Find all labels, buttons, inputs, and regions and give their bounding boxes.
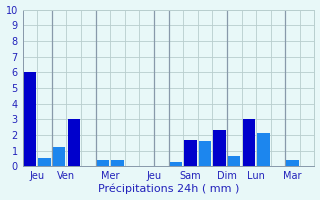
Bar: [286, 160, 299, 166]
Bar: [170, 162, 182, 166]
Bar: [243, 119, 255, 166]
Bar: [68, 119, 80, 166]
Bar: [228, 156, 240, 166]
Bar: [257, 133, 269, 166]
Bar: [184, 140, 196, 166]
Bar: [53, 147, 65, 166]
Bar: [213, 130, 226, 166]
Bar: [199, 141, 211, 166]
X-axis label: Précipitations 24h ( mm ): Précipitations 24h ( mm ): [98, 184, 239, 194]
Bar: [97, 160, 109, 166]
Bar: [111, 160, 124, 166]
Bar: [38, 158, 51, 166]
Bar: [24, 72, 36, 166]
